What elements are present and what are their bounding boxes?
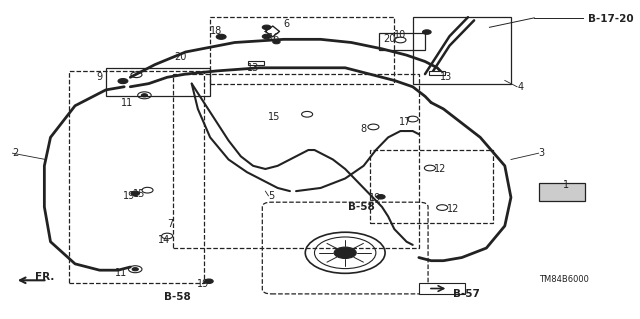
Text: 2: 2: [12, 148, 19, 158]
Text: 19: 19: [123, 191, 135, 201]
Circle shape: [334, 247, 356, 258]
FancyBboxPatch shape: [419, 283, 465, 294]
Text: 8: 8: [360, 124, 367, 135]
Circle shape: [422, 30, 431, 34]
Text: 10: 10: [394, 30, 406, 40]
Text: 18: 18: [210, 26, 222, 36]
Bar: [173, 74, 419, 248]
Circle shape: [376, 195, 385, 199]
Text: 14: 14: [158, 235, 170, 245]
Bar: [413, 17, 511, 84]
Text: TM84B6000: TM84B6000: [539, 275, 588, 284]
Circle shape: [262, 25, 271, 30]
Bar: [69, 71, 204, 283]
Text: 20: 20: [383, 34, 396, 44]
Text: 16: 16: [268, 33, 281, 43]
Text: B-57: B-57: [452, 289, 479, 299]
Bar: [429, 71, 445, 75]
Circle shape: [131, 191, 140, 196]
Bar: [106, 68, 210, 96]
Bar: [539, 183, 584, 201]
Bar: [248, 61, 264, 65]
Text: 7: 7: [167, 219, 173, 229]
Text: FR.: FR.: [35, 271, 54, 281]
Text: 6: 6: [284, 19, 290, 28]
Bar: [379, 33, 425, 50]
Text: 12: 12: [447, 204, 459, 213]
Text: 9: 9: [97, 72, 102, 82]
Text: 3: 3: [539, 148, 545, 158]
Circle shape: [216, 34, 226, 39]
Text: 17: 17: [399, 116, 412, 127]
Circle shape: [273, 40, 280, 44]
Text: 4: 4: [517, 82, 524, 92]
Bar: [539, 183, 584, 201]
Text: 11: 11: [121, 98, 133, 108]
Text: 11: 11: [115, 268, 127, 278]
Bar: [210, 17, 394, 84]
Circle shape: [205, 279, 213, 284]
Text: 12: 12: [434, 164, 447, 174]
Text: 5: 5: [268, 191, 275, 201]
Text: 1: 1: [563, 180, 569, 190]
Text: 13: 13: [247, 63, 259, 73]
Text: 19: 19: [369, 193, 381, 203]
Circle shape: [262, 34, 271, 39]
Circle shape: [141, 94, 147, 97]
Bar: [370, 150, 493, 223]
Text: 13: 13: [440, 72, 452, 82]
Text: 19: 19: [196, 279, 209, 289]
Text: B-17-20: B-17-20: [588, 14, 634, 24]
Circle shape: [118, 78, 128, 84]
Text: 15: 15: [133, 189, 146, 199]
Text: 15: 15: [268, 112, 281, 122]
Text: B-58: B-58: [348, 202, 375, 212]
Circle shape: [132, 268, 138, 271]
Text: B-58: B-58: [164, 292, 191, 302]
Text: 20: 20: [175, 52, 187, 62]
